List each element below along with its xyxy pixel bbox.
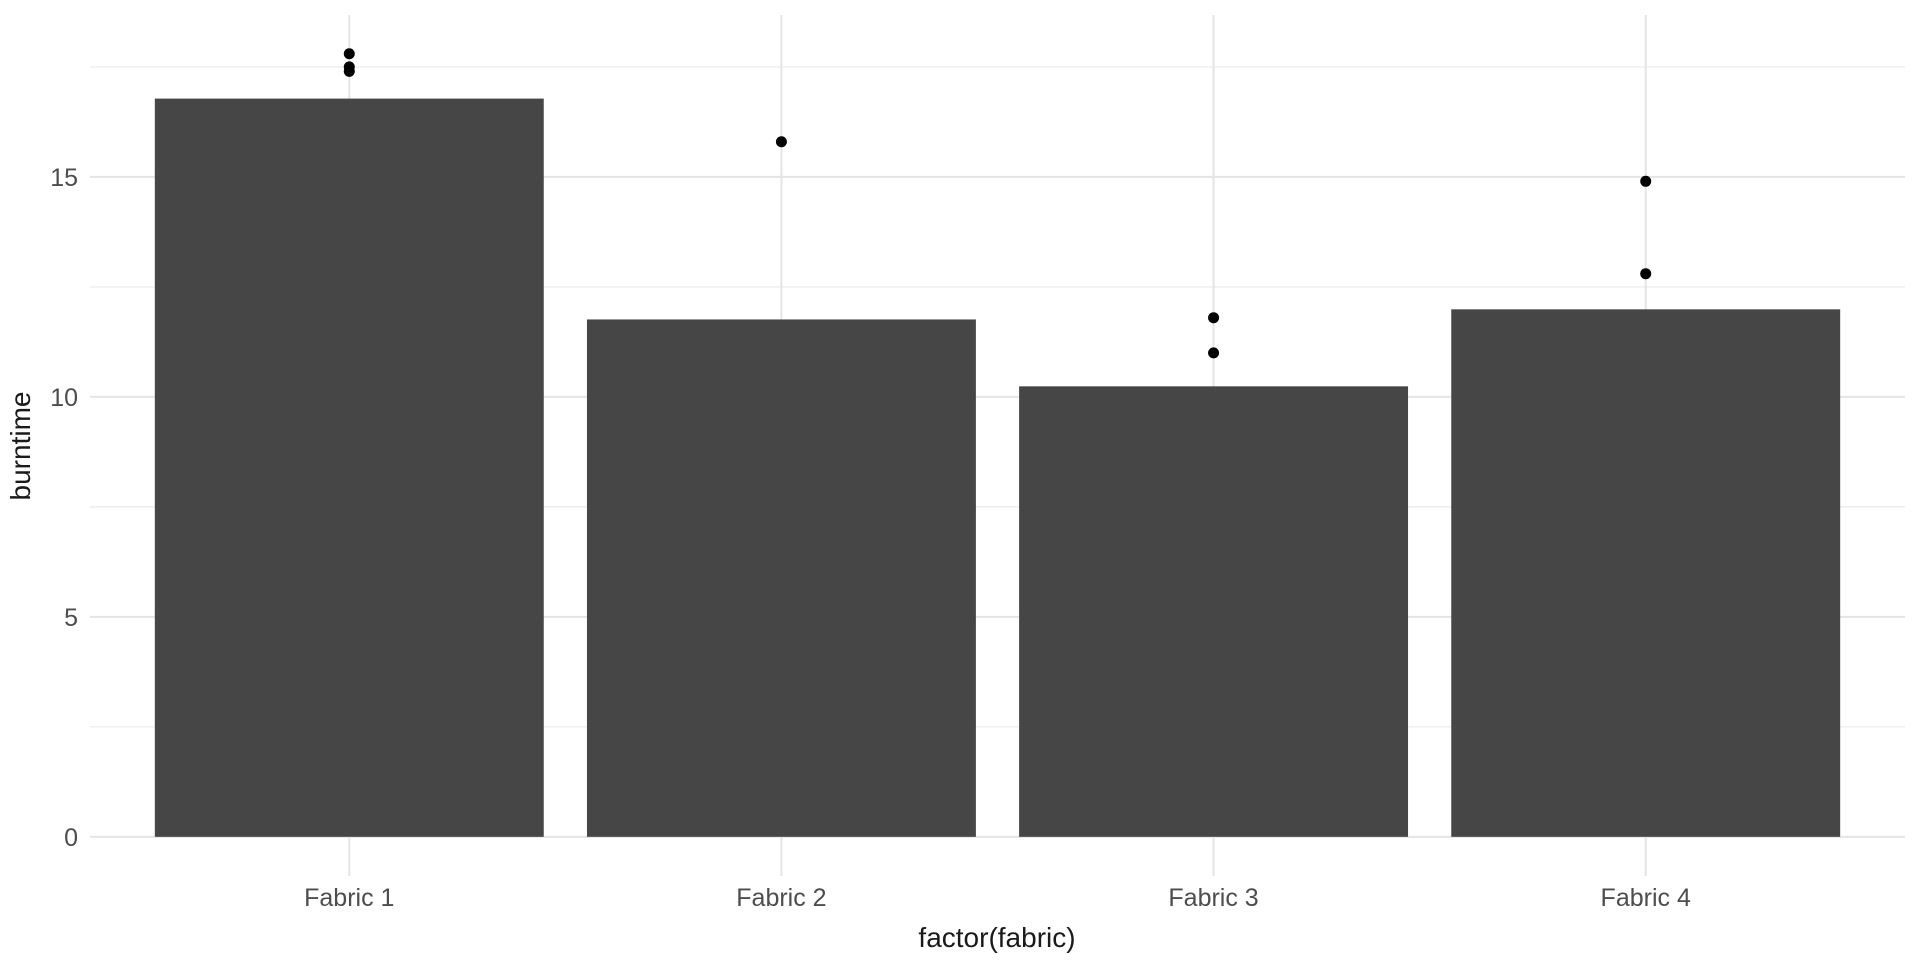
bar [586,319,976,837]
x-tick-label: Fabric 3 [1168,884,1258,912]
data-point [1640,268,1652,280]
x-tick-label: Fabric 2 [736,884,826,912]
data-point [775,136,787,148]
x-axis-title: factor(fabric) [918,922,1075,953]
data-point [343,48,355,60]
bar [1451,309,1841,837]
data-point [1640,175,1652,187]
x-tick-label: Fabric 1 [304,884,394,912]
x-axis-tick-labels: Fabric 1 Fabric 2 Fabric 3 Fabric 4 [304,884,1691,912]
bars [154,98,1841,837]
bar [154,98,544,837]
x-tick-label: Fabric 4 [1601,884,1691,912]
y-axis-title: burntime [5,392,36,501]
data-points [343,48,1652,359]
bar [1019,386,1409,837]
y-axis-tick-labels: 0 5 10 15 [50,164,78,852]
data-point [1208,347,1220,359]
y-tick-label: 15 [50,164,78,192]
y-tick-label: 5 [64,604,78,632]
data-point [343,65,355,77]
y-tick-label: 0 [64,824,78,852]
y-tick-label: 10 [50,384,78,412]
data-point [1208,312,1220,324]
